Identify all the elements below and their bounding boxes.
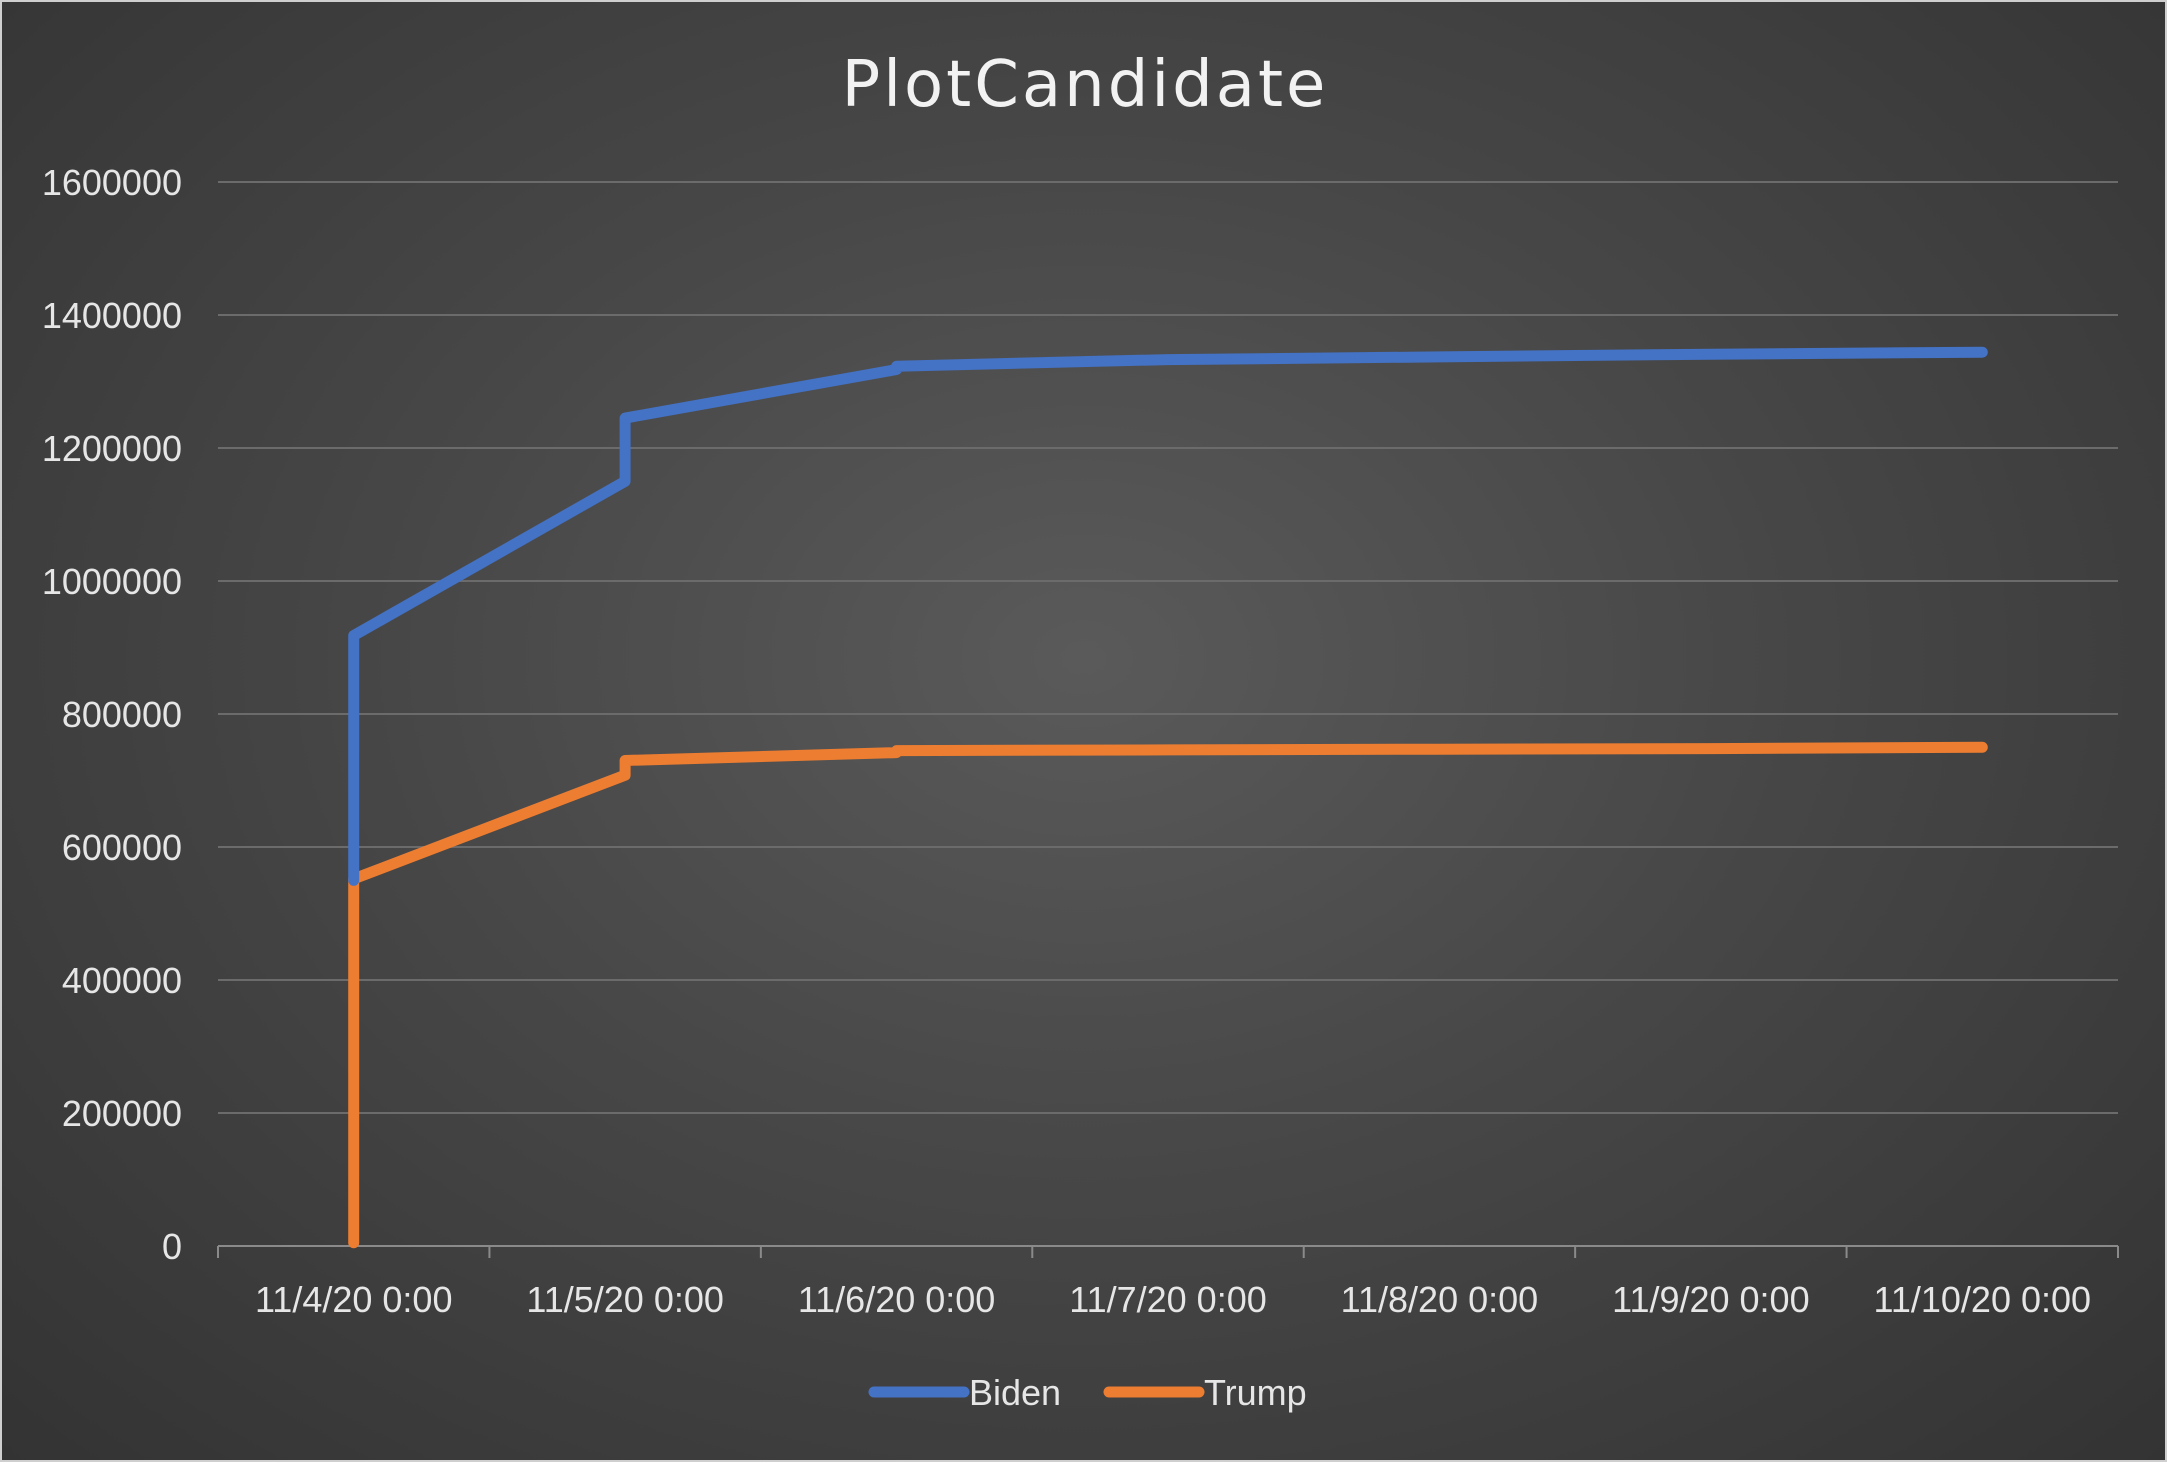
y-tick-label: 1000000 xyxy=(42,561,182,602)
x-tick-label: 11/5/20 0:00 xyxy=(526,1279,724,1320)
x-tick-label: 11/8/20 0:00 xyxy=(1341,1279,1539,1320)
y-tick-label: 0 xyxy=(162,1226,182,1267)
series-line-biden xyxy=(348,346,1988,886)
series-lines xyxy=(348,346,1988,1249)
x-tick-label: 11/9/20 0:00 xyxy=(1612,1279,1810,1320)
legend-label-biden: Biden xyxy=(969,1372,1061,1413)
x-axis: 11/4/20 0:00 11/5/20 0:00 11/6/20 0:00 11/7… xyxy=(217,1245,2119,1320)
legend: Biden Trump xyxy=(868,1372,1307,1413)
y-tick-label: 1200000 xyxy=(42,428,182,469)
y-axis-tick-labels: 0 200000 400000 600000 800000 1000000 1200000 1… xyxy=(42,162,182,1267)
y-tick-label: 200000 xyxy=(62,1093,182,1134)
y-tick-label: 400000 xyxy=(62,960,182,1001)
x-tick-label: 11/10/20 0:00 xyxy=(1874,1279,2092,1320)
y-tick-label: 800000 xyxy=(62,694,182,735)
x-tick-label: 11/7/20 0:00 xyxy=(1069,1279,1267,1320)
series-line-trump xyxy=(348,741,1988,1249)
legend-label-trump: Trump xyxy=(1204,1372,1307,1413)
x-tick-label: 11/6/20 0:00 xyxy=(798,1279,996,1320)
chart-title: PlotCandidate xyxy=(842,48,1329,122)
y-tick-label: 600000 xyxy=(62,827,182,868)
y-tick-label: 1400000 xyxy=(42,295,182,336)
y-tick-label: 1600000 xyxy=(42,162,182,203)
gridlines xyxy=(218,181,2118,1114)
x-tick-label: 11/4/20 0:00 xyxy=(255,1279,453,1320)
